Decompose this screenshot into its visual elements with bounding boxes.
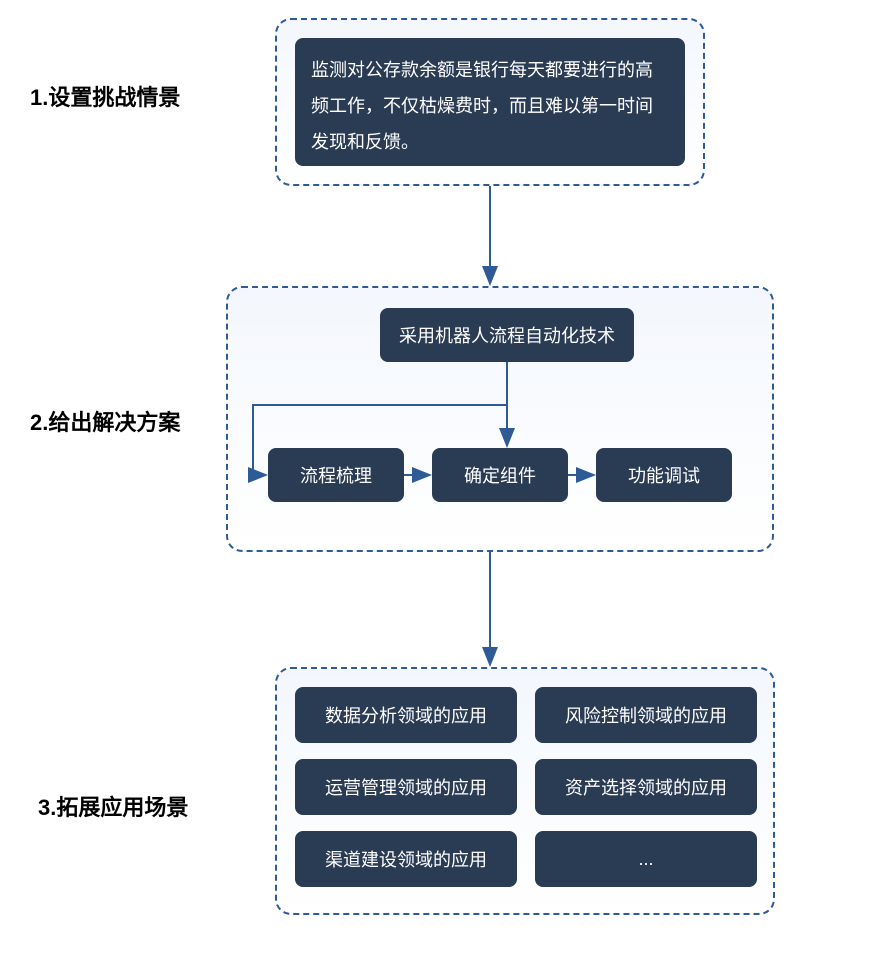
app-cell-3: 资产选择领域的应用 <box>535 759 757 815</box>
app-cell-0: 数据分析领域的应用 <box>295 687 517 743</box>
app-cell-2: 运营管理领域的应用 <box>295 759 517 815</box>
app-cell-4: 渠道建设领域的应用 <box>295 831 517 887</box>
app-cell-5: ... <box>535 831 757 887</box>
section-3-label: 3.拓展应用场景 <box>38 790 188 822</box>
app-cell-1: 风险控制领域的应用 <box>535 687 757 743</box>
